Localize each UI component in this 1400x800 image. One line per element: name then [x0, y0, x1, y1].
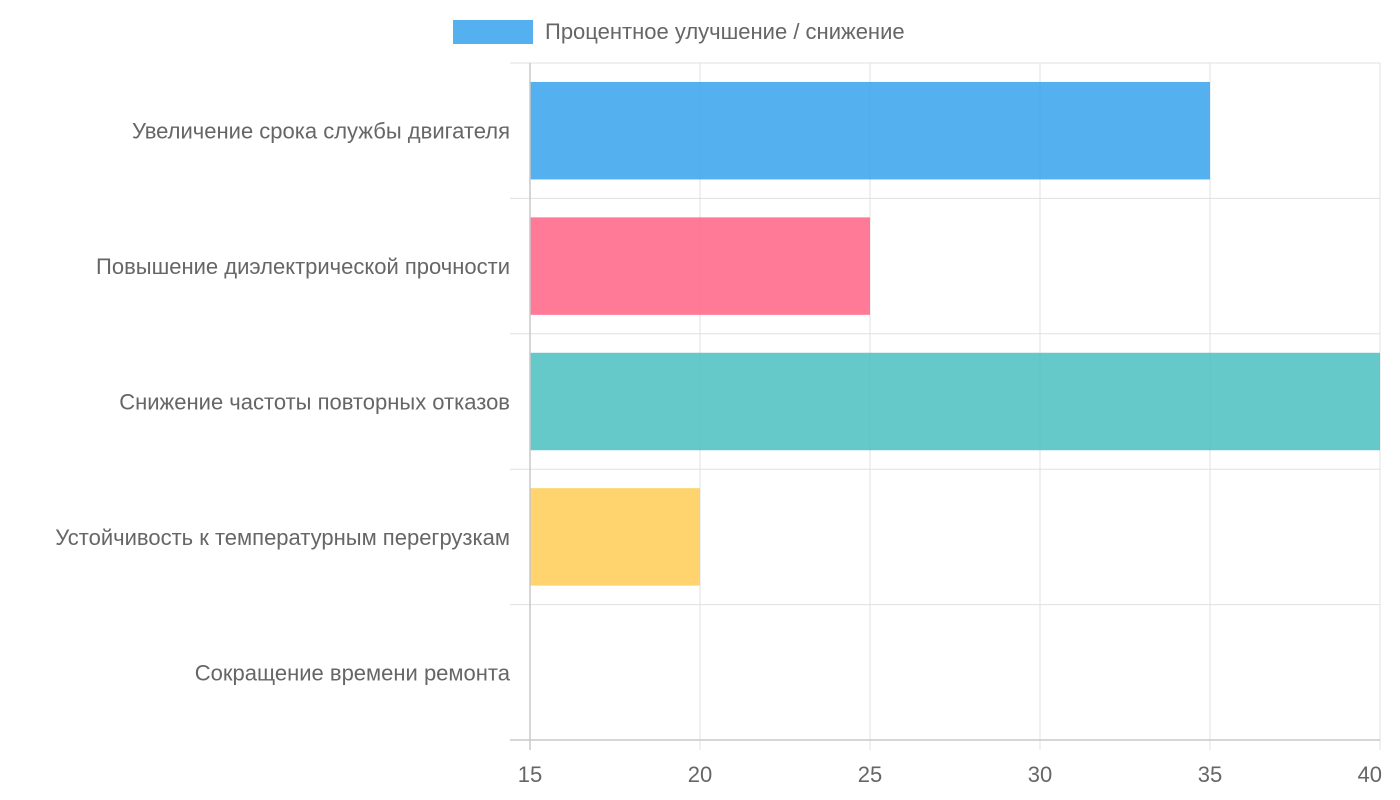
bar	[530, 81, 1210, 180]
bars	[530, 81, 1380, 586]
category-label: Увеличение срока службы двигателя	[132, 119, 510, 144]
x-tick-label: 35	[1198, 762, 1222, 787]
legend-swatch	[453, 20, 533, 44]
legend[interactable]: Процентное улучшение / снижение	[453, 19, 905, 44]
category-label: Устойчивость к температурным перегрузкам	[55, 525, 510, 550]
x-tick-label: 40	[1358, 762, 1382, 787]
bar	[530, 352, 1380, 451]
x-tick-label: 15	[518, 762, 542, 787]
x-tick-labels: 15 20 25 30 35 40	[518, 762, 1382, 787]
category-labels: Увеличение срока службы двигателя Повышен…	[55, 119, 510, 686]
category-label: Повышение диэлектрической прочности	[96, 254, 510, 279]
axes	[510, 63, 1380, 750]
category-label: Сокращение времени ремонта	[195, 660, 511, 685]
legend-label: Процентное улучшение / снижение	[545, 19, 905, 44]
bar	[530, 217, 870, 315]
bar	[530, 488, 700, 586]
x-tick-label: 25	[858, 762, 882, 787]
x-tick-label: 30	[1028, 762, 1052, 787]
x-tick-label: 20	[688, 762, 712, 787]
category-label: Снижение частоты повторных отказов	[119, 390, 510, 415]
